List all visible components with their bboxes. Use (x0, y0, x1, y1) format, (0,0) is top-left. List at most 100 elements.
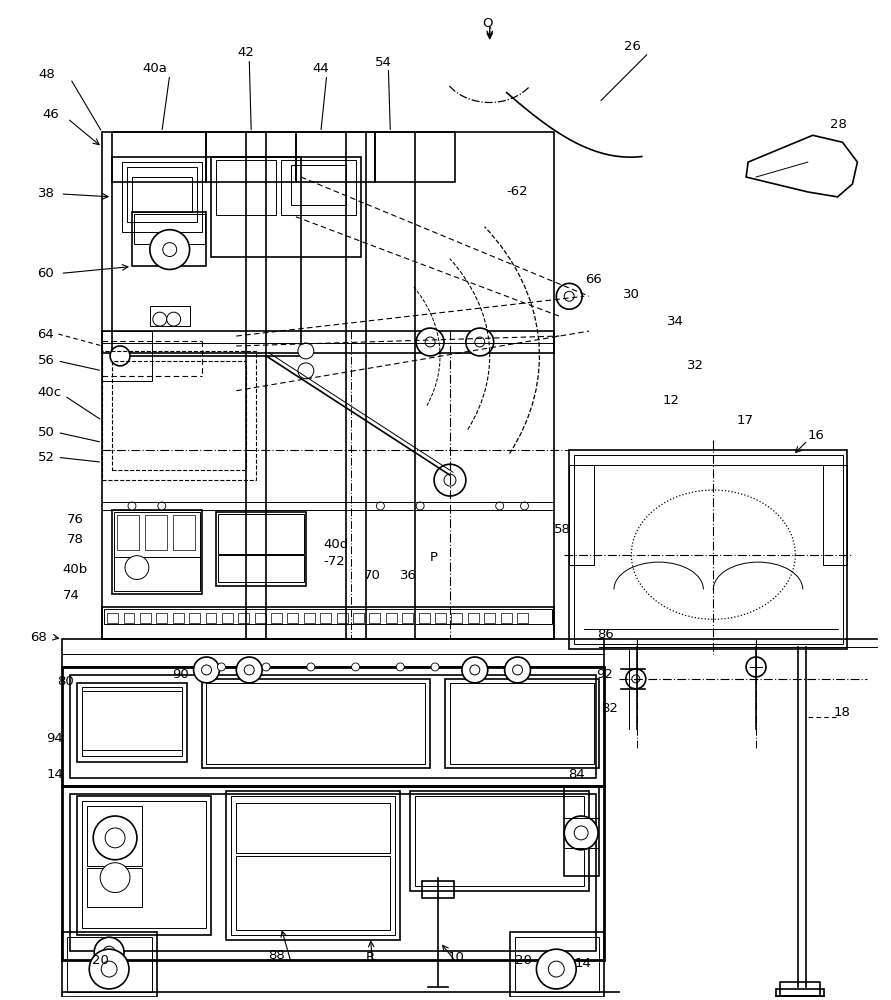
Bar (410, 791, 589, 891)
Bar (102, 331, 554, 353)
Circle shape (416, 328, 444, 356)
Bar (271, 613, 282, 623)
Bar (127, 167, 197, 222)
Text: 20: 20 (92, 954, 109, 967)
Text: 52: 52 (37, 451, 54, 464)
Bar (217, 512, 306, 586)
Bar (822, 465, 847, 565)
Circle shape (153, 312, 167, 326)
Text: 60: 60 (37, 267, 54, 280)
Circle shape (470, 665, 479, 675)
Text: 40a: 40a (142, 62, 167, 75)
Bar (353, 613, 364, 623)
Text: Q: Q (483, 16, 493, 29)
Circle shape (520, 502, 528, 510)
Circle shape (193, 657, 219, 683)
Circle shape (564, 816, 598, 850)
Text: 14: 14 (574, 957, 591, 970)
Circle shape (512, 665, 522, 675)
Text: 54: 54 (374, 56, 391, 69)
Bar (104, 609, 552, 624)
Bar (62, 639, 604, 667)
Bar (132, 212, 207, 266)
Text: 40b: 40b (62, 563, 87, 576)
Text: 82: 82 (601, 702, 617, 715)
Bar (370, 613, 380, 623)
Bar (450, 683, 594, 764)
Bar (145, 515, 167, 550)
Circle shape (103, 946, 115, 958)
Text: 28: 28 (830, 118, 846, 131)
Circle shape (475, 337, 485, 347)
Bar (207, 132, 296, 182)
Text: 88: 88 (268, 949, 285, 962)
Bar (304, 613, 315, 623)
Bar (232, 796, 396, 935)
Bar (140, 613, 151, 623)
Text: 76: 76 (68, 513, 85, 526)
Text: 14: 14 (46, 768, 63, 781)
Text: 50: 50 (37, 426, 54, 439)
Bar (419, 613, 429, 623)
Circle shape (431, 663, 439, 671)
Bar (484, 613, 495, 623)
Circle shape (158, 502, 166, 510)
Bar (218, 514, 304, 554)
Bar (102, 132, 554, 639)
Circle shape (262, 663, 270, 671)
Circle shape (495, 502, 503, 510)
Circle shape (150, 230, 190, 269)
Text: -62: -62 (507, 185, 528, 198)
Circle shape (632, 675, 640, 683)
Bar (574, 455, 843, 644)
Bar (452, 613, 462, 623)
Circle shape (376, 502, 384, 510)
Text: 36: 36 (400, 569, 417, 582)
Bar (124, 613, 135, 623)
Polygon shape (746, 135, 857, 197)
Bar (82, 691, 182, 750)
Text: R: R (365, 951, 374, 964)
Bar (515, 937, 599, 992)
Bar (68, 937, 151, 992)
Bar (114, 557, 200, 591)
Text: 86: 86 (597, 628, 614, 641)
Text: 44: 44 (313, 62, 330, 75)
Bar (468, 613, 478, 623)
Bar (102, 351, 257, 480)
Circle shape (548, 961, 564, 977)
Bar (82, 687, 182, 756)
Circle shape (89, 949, 129, 989)
Text: 48: 48 (38, 68, 55, 81)
Circle shape (574, 826, 588, 840)
Text: 10: 10 (448, 951, 465, 964)
Bar (189, 613, 200, 623)
Bar (564, 786, 599, 876)
Text: 42: 42 (237, 46, 254, 59)
Text: 38: 38 (37, 187, 54, 200)
Text: 64: 64 (37, 328, 54, 341)
Bar (206, 613, 217, 623)
Text: 90: 90 (172, 668, 189, 681)
Bar (291, 165, 346, 205)
Bar (569, 450, 847, 649)
Circle shape (94, 937, 124, 967)
Bar (70, 675, 596, 778)
Bar (415, 796, 584, 886)
Text: 80: 80 (57, 675, 74, 688)
Bar (402, 613, 413, 623)
Text: 92: 92 (596, 668, 613, 681)
Text: 58: 58 (554, 523, 571, 536)
Bar (288, 613, 298, 623)
Bar (78, 683, 186, 762)
Bar (281, 160, 356, 215)
Text: P: P (430, 551, 438, 564)
Circle shape (466, 328, 494, 356)
Circle shape (504, 657, 530, 683)
Circle shape (425, 337, 435, 347)
Text: 32: 32 (686, 359, 704, 372)
Circle shape (125, 556, 149, 580)
Text: 56: 56 (37, 354, 54, 367)
Bar (226, 791, 400, 940)
Bar (218, 555, 304, 582)
